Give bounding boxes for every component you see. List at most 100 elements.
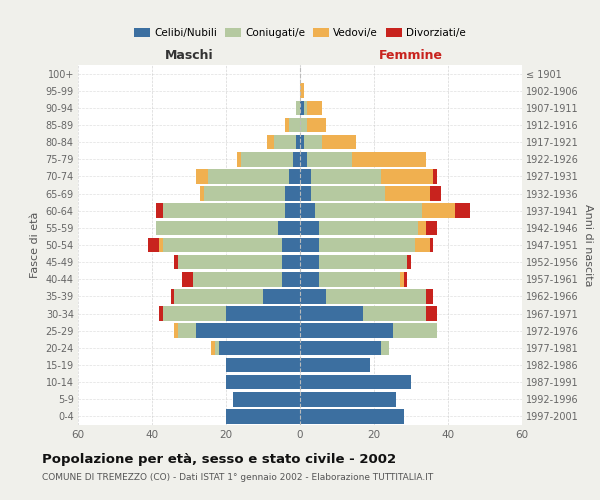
Bar <box>392 324 437 338</box>
Bar <box>430 186 440 201</box>
Bar <box>160 238 163 252</box>
Bar <box>281 238 300 252</box>
Bar <box>237 152 241 166</box>
Bar <box>200 186 204 201</box>
Bar <box>300 169 311 184</box>
Bar <box>426 306 437 321</box>
Bar <box>148 238 160 252</box>
Bar <box>178 324 196 338</box>
Bar <box>300 272 319 286</box>
Bar <box>304 135 322 150</box>
Bar <box>193 272 281 286</box>
Bar <box>300 409 404 424</box>
Bar <box>226 306 300 321</box>
Bar <box>170 289 174 304</box>
Bar <box>226 409 300 424</box>
Bar <box>289 118 300 132</box>
Bar <box>300 375 411 390</box>
Bar <box>293 152 300 166</box>
Bar <box>300 255 319 270</box>
Bar <box>300 306 363 321</box>
Bar <box>267 135 274 150</box>
Bar <box>300 358 370 372</box>
Bar <box>307 118 326 132</box>
Bar <box>233 392 300 406</box>
Bar <box>300 100 304 115</box>
Bar <box>385 186 430 201</box>
Bar <box>300 118 307 132</box>
Bar <box>174 289 263 304</box>
Bar <box>296 100 300 115</box>
Bar <box>304 100 307 115</box>
Bar <box>226 375 300 390</box>
Bar <box>163 204 285 218</box>
Bar <box>278 220 300 235</box>
Bar <box>218 340 300 355</box>
Legend: Celibi/Nubili, Coniugati/e, Vedovi/e, Divorziati/e: Celibi/Nubili, Coniugati/e, Vedovi/e, Di… <box>130 24 470 42</box>
Bar <box>211 340 215 355</box>
Bar <box>204 186 285 201</box>
Bar <box>281 255 300 270</box>
Bar <box>289 169 300 184</box>
Bar <box>196 169 208 184</box>
Bar <box>215 340 218 355</box>
Text: Popolazione per età, sesso e stato civile - 2002: Popolazione per età, sesso e stato civil… <box>42 452 396 466</box>
Bar <box>307 100 322 115</box>
Bar <box>311 186 385 201</box>
Bar <box>196 324 300 338</box>
Bar <box>178 255 281 270</box>
Bar <box>311 169 382 184</box>
Bar <box>352 152 426 166</box>
Bar <box>300 135 304 150</box>
Bar <box>300 152 307 166</box>
Bar <box>285 118 289 132</box>
Bar <box>319 272 400 286</box>
Text: Femmine: Femmine <box>379 48 443 62</box>
Bar <box>307 152 352 166</box>
Bar <box>455 204 470 218</box>
Bar <box>300 340 382 355</box>
Bar <box>322 135 355 150</box>
Bar <box>326 289 426 304</box>
Bar <box>182 272 193 286</box>
Bar <box>422 204 455 218</box>
Bar <box>400 272 404 286</box>
Text: COMUNE DI TREMEZZO (CO) - Dati ISTAT 1° gennaio 2002 - Elaborazione TUTTITALIA.I: COMUNE DI TREMEZZO (CO) - Dati ISTAT 1° … <box>42 472 433 482</box>
Bar <box>300 220 319 235</box>
Bar <box>241 152 293 166</box>
Bar <box>296 135 300 150</box>
Bar <box>415 238 430 252</box>
Bar <box>274 135 296 150</box>
Bar <box>300 204 315 218</box>
Text: Maschi: Maschi <box>164 48 214 62</box>
Bar <box>300 84 304 98</box>
Bar <box>433 169 437 184</box>
Y-axis label: Fasce di età: Fasce di età <box>30 212 40 278</box>
Bar <box>263 289 300 304</box>
Bar <box>174 255 178 270</box>
Bar <box>315 204 422 218</box>
Bar <box>430 238 433 252</box>
Bar <box>285 204 300 218</box>
Bar <box>426 289 433 304</box>
Bar <box>300 186 311 201</box>
Bar <box>407 255 411 270</box>
Bar <box>300 238 319 252</box>
Bar <box>300 324 392 338</box>
Bar <box>319 220 418 235</box>
Bar <box>382 340 389 355</box>
Bar <box>418 220 426 235</box>
Bar <box>404 272 407 286</box>
Bar <box>300 289 326 304</box>
Bar <box>300 392 396 406</box>
Bar <box>382 169 433 184</box>
Bar <box>156 220 278 235</box>
Y-axis label: Anni di nascita: Anni di nascita <box>583 204 593 286</box>
Bar <box>163 306 226 321</box>
Bar <box>281 272 300 286</box>
Bar <box>226 358 300 372</box>
Bar <box>174 324 178 338</box>
Bar <box>208 169 289 184</box>
Bar <box>363 306 426 321</box>
Bar <box>160 306 163 321</box>
